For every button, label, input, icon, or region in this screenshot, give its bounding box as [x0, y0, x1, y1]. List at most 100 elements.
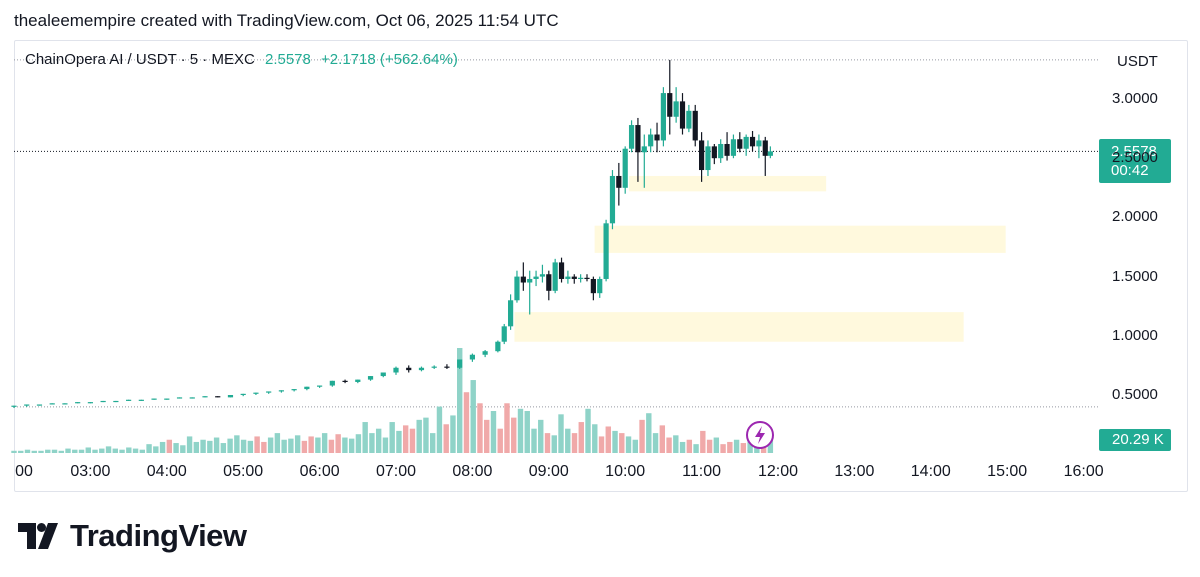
- time-tick-label: 12:00: [757, 463, 799, 480]
- candle-body: [444, 366, 450, 368]
- candle-body: [406, 367, 412, 371]
- volume-bar: [639, 419, 645, 453]
- volume-bar: [321, 433, 328, 453]
- tradingview-logo-text: TradingView: [70, 518, 247, 553]
- price-tick-label: 2.5000: [1112, 149, 1158, 167]
- volume-bar: [288, 438, 294, 453]
- candle-body: [469, 354, 475, 360]
- volume-bar: [402, 425, 409, 453]
- volume-bar: [294, 435, 301, 453]
- candle-body: [756, 140, 762, 147]
- candle-body: [654, 134, 660, 141]
- candle-body: [189, 397, 195, 399]
- candle-body: [278, 390, 284, 392]
- volume-bar: [470, 380, 476, 453]
- volume-bar: [693, 444, 699, 453]
- volume-bar: [105, 446, 112, 453]
- volume-bar: [450, 415, 456, 453]
- volume-bar: [679, 441, 686, 453]
- support-zone: [514, 312, 964, 342]
- candle-body: [628, 125, 635, 149]
- candle-body: [380, 372, 386, 377]
- candle-body: [304, 386, 310, 390]
- volume-bar: [315, 437, 321, 453]
- candle-body: [215, 396, 221, 398]
- volume-bar: [200, 439, 206, 453]
- candle-body: [737, 139, 743, 149]
- last-price-tag: 2.5578 00:42: [1099, 139, 1171, 183]
- volume-bar: [146, 444, 152, 453]
- candle-body: [253, 392, 259, 394]
- volume-bar: [153, 446, 159, 453]
- volume-bar: [186, 436, 193, 453]
- candle-body: [355, 379, 361, 382]
- volume-bar: [463, 392, 470, 453]
- volume-bar: [592, 424, 598, 453]
- candle-body: [584, 277, 590, 279]
- volume-bar: [72, 449, 78, 453]
- volume-bar: [423, 417, 429, 453]
- candle-body: [597, 278, 603, 294]
- change-label: +2.1718 (+562.64%): [321, 51, 458, 68]
- volume-bar: [632, 439, 638, 453]
- volume-bar: [38, 450, 44, 453]
- volume-bar: [700, 430, 706, 453]
- volume-bar: [619, 433, 625, 453]
- volume-bar: [740, 443, 747, 453]
- volume-bar: [240, 439, 247, 453]
- candle-body: [393, 367, 399, 373]
- time-tick-label: 05:00: [223, 463, 264, 480]
- volume-bar: [369, 433, 375, 453]
- volume-bar: [558, 414, 564, 453]
- volume-bar: [416, 419, 422, 453]
- volume-bar: [747, 437, 753, 453]
- candle-body: [291, 389, 297, 391]
- price-tick-label: 2.0000: [1112, 208, 1158, 226]
- candle-body: [87, 402, 93, 404]
- price-tick-label: 0.5000: [1112, 386, 1158, 403]
- volume-bar: [490, 411, 497, 453]
- volume-bar: [720, 444, 726, 453]
- volume-bar: [234, 435, 240, 453]
- volume-bar: [132, 448, 139, 453]
- candle-body: [113, 400, 119, 403]
- candle-body: [533, 276, 539, 279]
- candle-body: [552, 262, 558, 291]
- candle-body: [673, 101, 679, 117]
- volume-bar: [328, 439, 335, 453]
- volume-bar: [112, 448, 118, 453]
- volume-bar: [92, 449, 98, 453]
- candle-body: [508, 300, 514, 327]
- candle-body: [711, 146, 717, 159]
- volume-bar: [686, 439, 693, 453]
- tradingview-logo: TradingView: [18, 518, 247, 554]
- volume-bar: [477, 403, 483, 453]
- candle-body: [724, 143, 730, 156]
- candle-body: [699, 140, 705, 171]
- chart-frame: [14, 40, 1188, 492]
- volume-bar: [78, 449, 85, 453]
- candle-body: [75, 402, 81, 404]
- volume-bar: [301, 440, 308, 453]
- volume-bar: [713, 437, 720, 453]
- volume-bar: [11, 450, 17, 453]
- volume-bar: [706, 439, 713, 453]
- time-tick-label: 11:00: [682, 463, 722, 480]
- symbol-legend: ChainOpera AI / USDT · 5 · MEXC 2.5578 +…: [25, 51, 458, 68]
- candle-body: [539, 274, 546, 277]
- time-tick-label: 15:00: [987, 463, 1028, 480]
- candle-body: [418, 367, 425, 371]
- volume-bar: [646, 413, 652, 453]
- volume-bar: [166, 439, 173, 453]
- volume-bar: [484, 419, 490, 453]
- candle-body: [635, 125, 641, 153]
- candle-body: [176, 397, 183, 399]
- candle-body: [648, 134, 654, 147]
- volume-bar: [436, 406, 443, 453]
- candle-body: [767, 151, 773, 156]
- volume-bar: [409, 428, 416, 453]
- time-tick-label: 16:00: [1063, 463, 1104, 480]
- candle-body: [240, 393, 246, 396]
- candle-body: [667, 93, 673, 117]
